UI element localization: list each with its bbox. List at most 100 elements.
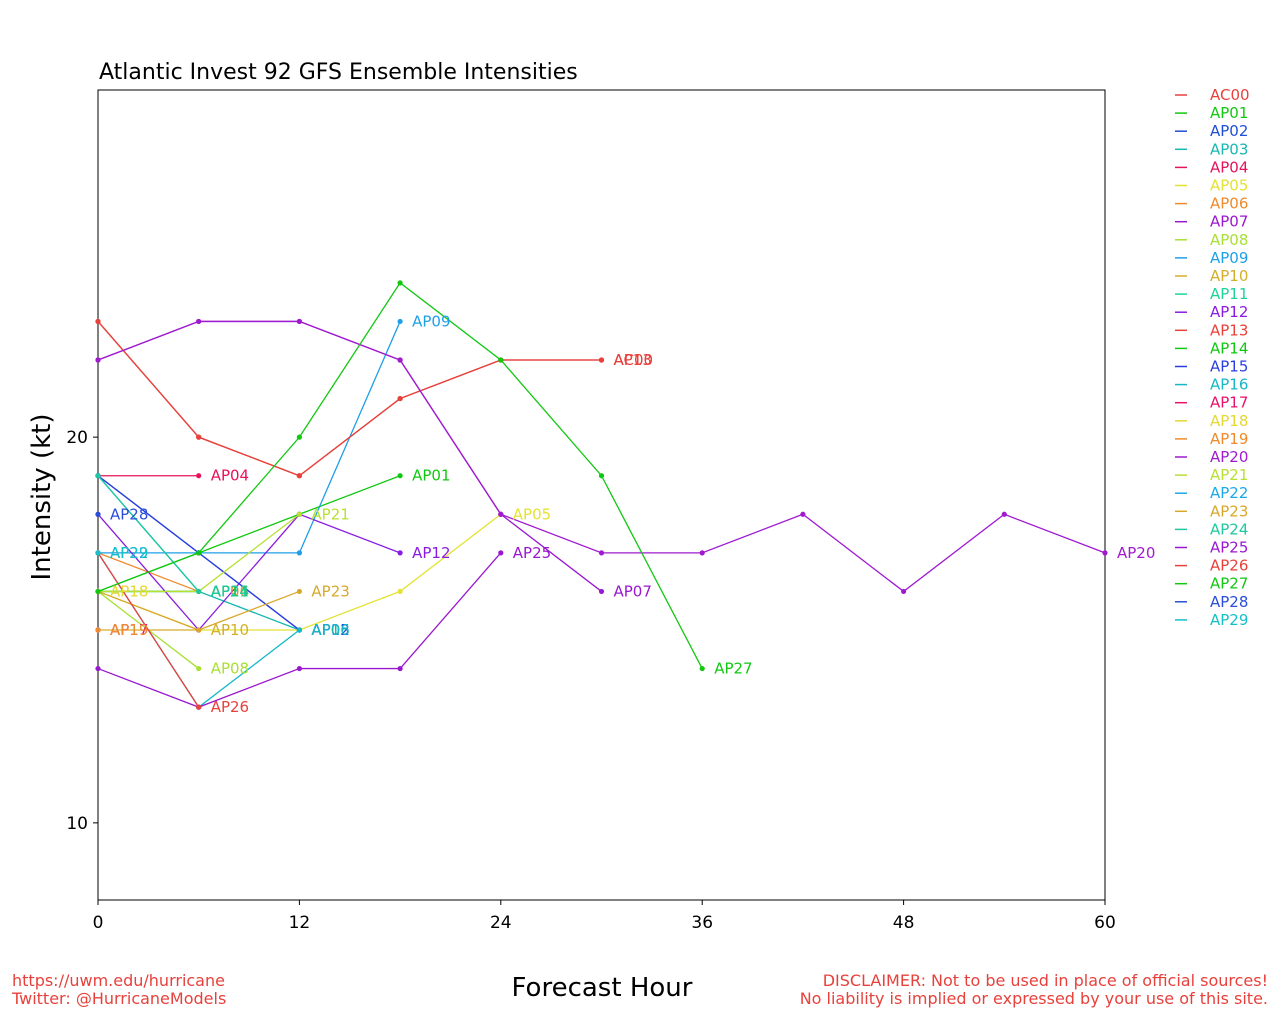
data-point-ap04 — [196, 473, 202, 479]
legend-entry-ac00: AC00 — [1210, 86, 1250, 104]
data-point-ap27 — [296, 434, 302, 440]
data-point-ap16 — [296, 627, 302, 633]
legend-entry-ap23: AP23 — [1210, 502, 1248, 520]
data-point-ap27 — [397, 280, 403, 286]
data-point-ap20 — [95, 357, 101, 363]
legend-entry-ap05: AP05 — [1210, 177, 1248, 195]
x-tick-label: 60 — [1094, 913, 1116, 933]
legend-entry-ap16: AP16 — [1210, 376, 1248, 394]
data-point-ap24 — [196, 588, 202, 595]
data-point-ap13 — [196, 434, 202, 440]
end-label-ap16: AP16 — [311, 621, 349, 639]
data-point-ap28 — [95, 511, 101, 517]
end-label-ap03: AP03 — [311, 621, 349, 639]
series-layer — [95, 280, 1108, 710]
data-point-ap13 — [397, 395, 403, 402]
legend-entry-ap07: AP07 — [1210, 213, 1248, 231]
footer-website: https://uwm.edu/hurricane — [12, 971, 225, 990]
legend-entry-ap27: AP27 — [1210, 575, 1248, 593]
series-line-ap12 — [97, 513, 401, 631]
legend-entry-ap01: AP01 — [1210, 104, 1248, 122]
data-point-ap24 — [95, 473, 101, 479]
series-line-ac00 — [97, 321, 602, 477]
end-label-ap05: AP05 — [513, 505, 551, 523]
legend-entry-ap19: AP19 — [1210, 430, 1248, 448]
data-point-ap23 — [296, 588, 302, 595]
data-point-ap08 — [196, 665, 202, 672]
end-label-ap07: AP07 — [614, 582, 652, 600]
footer-twitter: Twitter: @HurricaneModels — [12, 989, 227, 1008]
data-point-ap13 — [598, 357, 605, 363]
legend-entry-ap02: AP02 — [1210, 122, 1248, 140]
axes-layer: 0 12 24 36 48 60 10 20 — [66, 428, 1115, 933]
legend-entry-ap11: AP11 — [1210, 285, 1248, 303]
legend-entry-ap18: AP18 — [1210, 412, 1248, 430]
end-label-ap22: AP22 — [110, 544, 148, 562]
data-point-ap13 — [296, 473, 302, 479]
legend-entry-ap15: AP15 — [1210, 358, 1248, 376]
data-point-ap21 — [296, 511, 302, 517]
x-tick-label: 12 — [289, 913, 311, 933]
legend-entry-ap08: AP08 — [1210, 231, 1248, 249]
data-point-ap01 — [397, 473, 403, 479]
x-tick-label: 24 — [490, 913, 512, 933]
series-line-ap26 — [97, 552, 200, 708]
disclaimer-line-2: No liability is implied or expressed by … — [799, 989, 1268, 1008]
end-label-ac00: AC00 — [614, 351, 654, 369]
end-label-ap12: AP12 — [412, 544, 450, 562]
chart-title: Atlantic Invest 92 GFS Ensemble Intensit… — [99, 60, 578, 85]
end-label-ap20: AP20 — [1117, 544, 1155, 562]
end-label-ap26: AP26 — [211, 698, 249, 716]
data-point-ap20 — [598, 550, 605, 556]
data-point-ap27 — [196, 550, 202, 556]
end-label-ap25: AP25 — [513, 544, 551, 562]
legend-entry-ap25: AP25 — [1210, 539, 1248, 557]
legend-entry-ap29: AP29 — [1210, 611, 1248, 629]
y-tick-label: 10 — [66, 814, 88, 834]
data-point-ap20 — [901, 588, 907, 595]
legend-entry-ap04: AP04 — [1210, 158, 1248, 176]
data-point-ap27 — [699, 665, 705, 672]
end-label-ap10: AP10 — [211, 621, 249, 639]
x-axis-label: Forecast Hour — [512, 973, 693, 1003]
legend-entry-ap21: AP21 — [1210, 466, 1248, 484]
end-label-ap13: AP13 — [614, 351, 652, 369]
legend-entry-ap14: AP14 — [1210, 339, 1248, 357]
data-point-ap20 — [699, 550, 705, 556]
end-label-ap14: AP14 — [211, 582, 249, 600]
end-label-ap17: AP17 — [110, 621, 148, 639]
end-label-ap06: AP06 — [211, 582, 249, 600]
legend-entry-ap03: AP03 — [1210, 140, 1248, 158]
end-label-ap02: AP02 — [311, 621, 349, 639]
data-point-ap20 — [296, 318, 302, 325]
end-label-ap19: AP19 — [110, 621, 148, 639]
end-label-ap28: AP28 — [110, 505, 148, 523]
data-point-ap27 — [498, 357, 504, 363]
series-line-ap05 — [97, 513, 502, 631]
footer-disclaimer: DISCLAIMER: Not to be used in place of o… — [800, 972, 1268, 1008]
end-label-ap24: AP24 — [211, 582, 249, 600]
data-point-ap09 — [397, 318, 403, 325]
legend-entry-ap20: AP20 — [1210, 448, 1248, 466]
data-point-ap23 — [196, 627, 202, 633]
legend-entry-ap17: AP17 — [1210, 394, 1248, 412]
series-line-ap24 — [97, 475, 200, 592]
data-point-ap13 — [95, 318, 101, 325]
data-point-ap29 — [95, 550, 101, 556]
data-point-ap20 — [498, 511, 504, 517]
end-label-ap09: AP09 — [412, 312, 450, 330]
data-point-ap20 — [196, 318, 202, 325]
end-label-ap27: AP27 — [714, 660, 752, 678]
legend-entry-ap09: AP09 — [1210, 249, 1248, 267]
data-point-ap09 — [296, 550, 302, 556]
legend-entry-ap22: AP22 — [1210, 484, 1248, 502]
end-label-ap21: AP21 — [311, 505, 349, 523]
x-tick-label: 48 — [893, 913, 915, 933]
end-label-ap11: AP11 — [211, 582, 249, 600]
data-point-ap20 — [800, 511, 806, 517]
data-point-ap20 — [1001, 511, 1007, 517]
y-tick-label: 20 — [66, 428, 88, 448]
data-point-ap05 — [397, 588, 403, 595]
